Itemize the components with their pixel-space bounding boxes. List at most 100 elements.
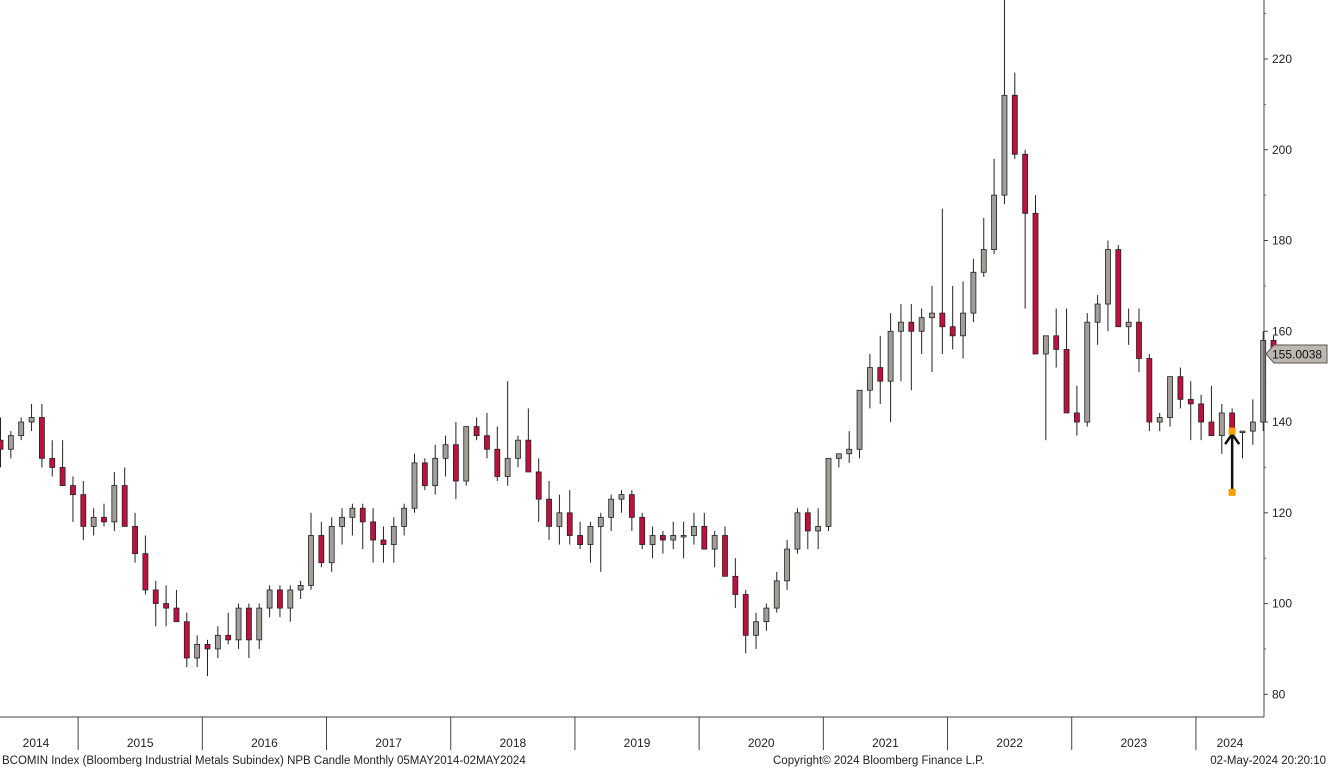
candle-body <box>1011 94 1018 155</box>
x-tick-label: 2014 <box>23 736 50 750</box>
candle <box>245 603 252 659</box>
candles <box>0 0 1277 677</box>
candle <box>473 417 480 441</box>
candle <box>722 526 728 577</box>
candle <box>970 258 977 323</box>
candle-body <box>339 516 345 527</box>
candle-body <box>535 471 542 500</box>
candle <box>980 217 987 277</box>
x-tick-label: 2023 <box>1120 736 1147 750</box>
candle-body <box>183 621 190 659</box>
y-tick-label: 200 <box>1272 143 1292 157</box>
candle-body <box>287 589 294 609</box>
candle <box>504 381 511 486</box>
candle-body <box>349 507 356 518</box>
candle-body <box>411 462 418 509</box>
last-value-label: 155.0038 <box>1272 347 1322 361</box>
x-tick-label: 2017 <box>375 736 402 750</box>
candle <box>835 453 842 468</box>
candle <box>587 521 594 563</box>
candle <box>908 304 915 391</box>
candle-body <box>163 603 170 609</box>
candle <box>825 457 832 531</box>
candle <box>546 481 552 541</box>
candle-body <box>49 457 56 468</box>
candle-body <box>1239 430 1246 434</box>
candle-body <box>101 516 107 523</box>
candle-body <box>111 485 118 523</box>
candle <box>1156 412 1163 432</box>
candle-body <box>1115 249 1122 328</box>
candle-body <box>515 439 521 459</box>
candle <box>773 571 780 613</box>
candle <box>1136 308 1142 373</box>
candle <box>525 408 532 473</box>
candle <box>991 158 997 255</box>
candle <box>183 612 190 668</box>
candle <box>515 435 521 468</box>
candle <box>204 639 211 677</box>
candle <box>742 589 749 654</box>
candle-body <box>266 589 273 609</box>
candle-body <box>1032 212 1039 355</box>
candle <box>1177 367 1184 409</box>
candle-body <box>504 457 511 477</box>
candle <box>918 308 925 354</box>
candle-body <box>939 312 946 328</box>
candle-body <box>763 607 770 623</box>
candle-body <box>680 535 687 538</box>
candle-body <box>877 367 884 382</box>
candle <box>411 453 418 513</box>
candle <box>929 285 935 373</box>
candle-body <box>753 621 759 636</box>
y-axis: 80 100 120 140 160 180 200 220 <box>1264 13 1292 701</box>
candle <box>877 335 884 404</box>
candle <box>0 417 4 468</box>
candle-body <box>277 589 283 609</box>
candle <box>277 585 283 618</box>
x-tick-label: 2019 <box>624 736 651 750</box>
candle <box>1146 353 1153 432</box>
y-tick-label: 220 <box>1272 52 1292 66</box>
candle <box>639 512 646 550</box>
candle-body <box>1167 376 1173 418</box>
candle-body <box>742 594 749 636</box>
candle-body <box>173 607 180 623</box>
candle-body <box>142 553 149 591</box>
candle <box>1208 385 1215 437</box>
candle <box>339 508 345 545</box>
candle <box>59 440 66 486</box>
candle-body <box>701 526 708 550</box>
candle <box>359 503 366 550</box>
candle <box>194 635 201 668</box>
candle <box>452 422 459 500</box>
candle <box>70 476 76 522</box>
x-tick-label: 2016 <box>251 736 278 750</box>
candle-body <box>773 580 780 609</box>
candle <box>1084 313 1091 427</box>
candle-body <box>825 457 832 527</box>
candle-body <box>867 367 873 391</box>
candle <box>39 403 45 468</box>
candle <box>390 517 397 563</box>
candle-body <box>794 512 801 550</box>
candle-body <box>256 607 263 641</box>
candle-body <box>380 539 387 545</box>
y-tick-label: 140 <box>1272 415 1292 429</box>
candle <box>577 521 583 550</box>
candle <box>566 490 573 545</box>
candle-body <box>328 526 335 564</box>
candle <box>297 580 304 600</box>
candle-body <box>711 535 718 550</box>
candle-body <box>804 512 811 532</box>
candle-body <box>691 526 697 536</box>
candle <box>80 481 87 541</box>
candle <box>763 603 770 631</box>
candle-body <box>618 494 625 500</box>
candle <box>1249 399 1256 445</box>
candle-body <box>732 575 739 595</box>
candle-body <box>0 439 4 450</box>
candle <box>1032 195 1039 355</box>
candle-body <box>318 535 325 564</box>
